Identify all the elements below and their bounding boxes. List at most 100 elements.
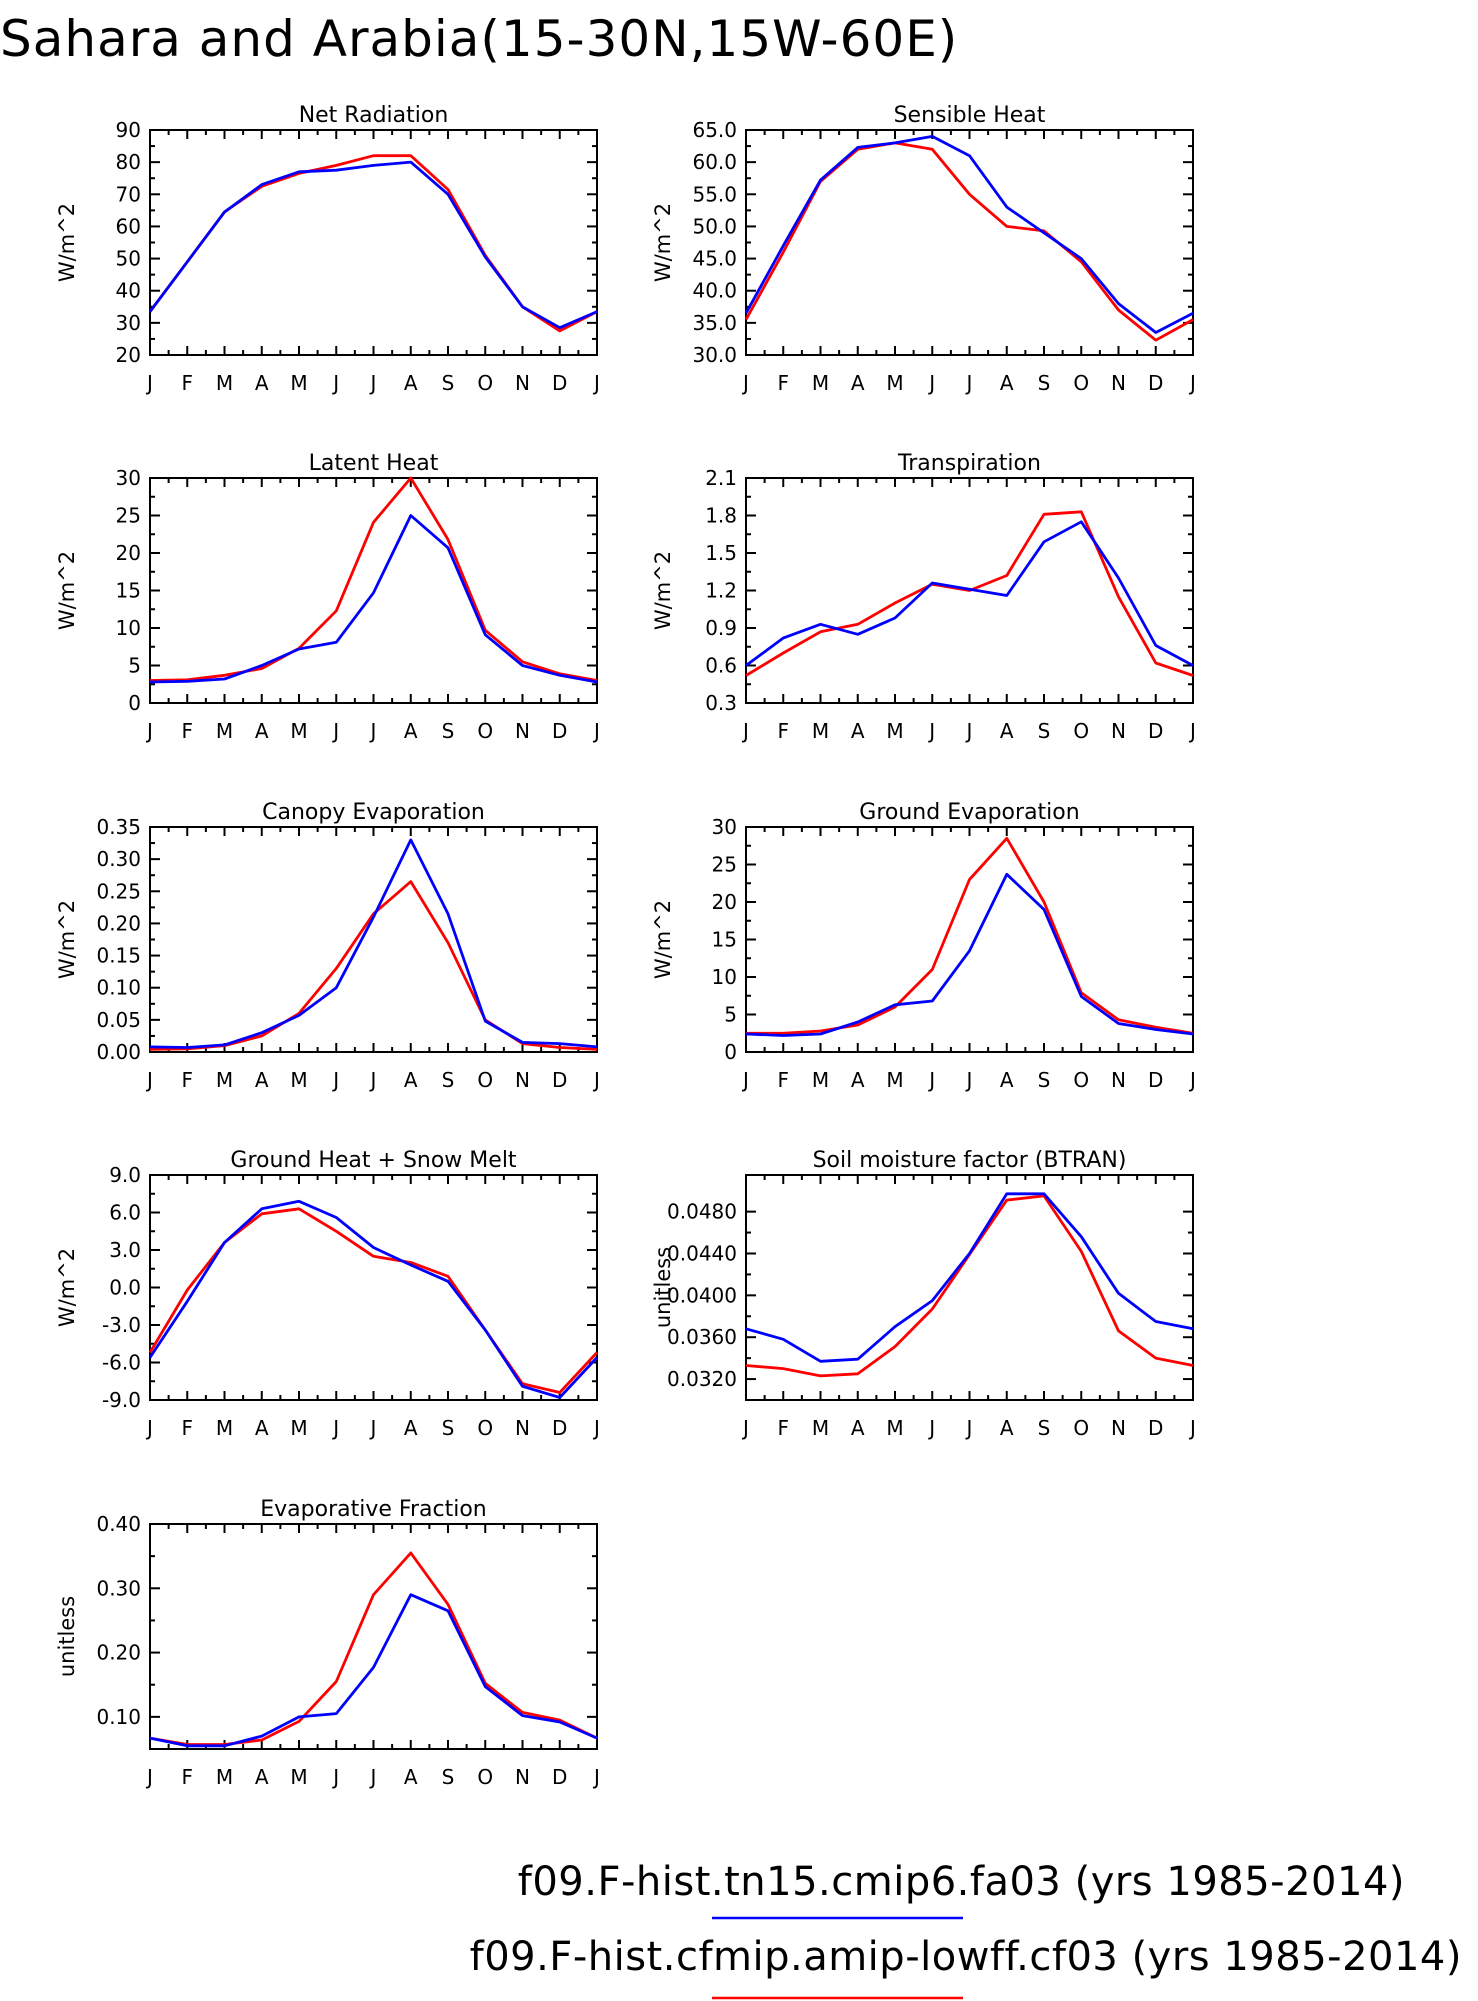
y-tick-label: 0.0440 bbox=[667, 1241, 737, 1265]
panel-title: Sensible Heat bbox=[894, 103, 1046, 128]
y-tick-label: 9.0 bbox=[109, 1163, 141, 1187]
x-tick-label: A bbox=[851, 719, 865, 743]
x-tick-label: M bbox=[216, 1068, 233, 1092]
x-tick-label: J bbox=[1188, 1416, 1196, 1440]
x-tick-label: O bbox=[1073, 371, 1089, 395]
x-tick-label: A bbox=[404, 371, 418, 395]
x-tick-label: O bbox=[477, 371, 493, 395]
x-tick-label: S bbox=[442, 1068, 455, 1092]
x-tick-label: M bbox=[290, 371, 307, 395]
x-tick-label: D bbox=[552, 1416, 567, 1440]
x-tick-label: J bbox=[592, 719, 600, 743]
y-tick-label: 30 bbox=[116, 466, 141, 490]
x-tick-label: A bbox=[404, 1416, 418, 1440]
y-tick-label: 10 bbox=[712, 965, 737, 989]
panel-title: Canopy Evaporation bbox=[262, 800, 485, 825]
x-tick-label: M bbox=[290, 1068, 307, 1092]
series-line-blue bbox=[744, 134, 1194, 334]
x-tick-label: S bbox=[1038, 1068, 1051, 1092]
series-line-blue bbox=[148, 160, 598, 330]
series-line-blue bbox=[149, 838, 598, 1049]
x-tick-label: J bbox=[331, 719, 339, 743]
x-tick-label: J bbox=[369, 1416, 377, 1440]
x-tick-label: A bbox=[851, 371, 865, 395]
plot-frame bbox=[149, 129, 598, 356]
x-tick-label: F bbox=[181, 1765, 193, 1789]
x-tick-label: J bbox=[1188, 1068, 1196, 1092]
x-tick-label: A bbox=[1000, 719, 1014, 743]
x-tick-label: N bbox=[515, 719, 530, 743]
y-tick-label: 0.0 bbox=[109, 1276, 141, 1300]
y-tick-label: 0.0320 bbox=[667, 1367, 737, 1391]
x-tick-label: J bbox=[592, 371, 600, 395]
plot-frame bbox=[745, 826, 1194, 1053]
plot-frame bbox=[745, 129, 1194, 356]
figure-title: Sahara and Arabia(15-30N,15W-60E) bbox=[0, 10, 958, 68]
x-tick-label: M bbox=[290, 1765, 307, 1789]
x-tick-label: F bbox=[777, 371, 789, 395]
y-tick-label: 1.8 bbox=[705, 504, 737, 528]
y-tick-label: 3.0 bbox=[109, 1238, 141, 1262]
x-tick-label: J bbox=[592, 1068, 600, 1092]
y-tick-label: 5 bbox=[128, 654, 141, 678]
y-axis-label: W/m^2 bbox=[55, 900, 79, 979]
x-tick-label: S bbox=[442, 371, 455, 395]
x-tick-label: J bbox=[741, 1068, 749, 1092]
x-tick-label: A bbox=[255, 1765, 269, 1789]
x-tick-label: J bbox=[741, 1416, 749, 1440]
y-tick-label: -6.0 bbox=[102, 1351, 141, 1375]
legend-entry-label: f09.F-hist.cfmip.amip-lowff.cf03 (yrs 19… bbox=[470, 1934, 1462, 1980]
x-tick-label: J bbox=[331, 1416, 339, 1440]
x-tick-label: J bbox=[369, 371, 377, 395]
x-tick-label: J bbox=[927, 1068, 935, 1092]
panel-title: Soil moisture factor (BTRAN) bbox=[813, 1148, 1127, 1173]
y-tick-label: 0.30 bbox=[96, 847, 141, 871]
x-tick-label: J bbox=[1188, 371, 1196, 395]
y-tick-label: 0.10 bbox=[96, 1705, 141, 1729]
y-tick-label: 20 bbox=[116, 541, 141, 565]
x-tick-label: M bbox=[812, 1416, 829, 1440]
y-tick-label: 20 bbox=[116, 343, 141, 367]
x-tick-label: D bbox=[1148, 1416, 1163, 1440]
x-tick-label: D bbox=[1148, 371, 1163, 395]
y-tick-label: 70 bbox=[116, 182, 141, 206]
y-tick-label: -9.0 bbox=[102, 1388, 141, 1412]
x-tick-label: J bbox=[741, 719, 749, 743]
y-tick-label: 30 bbox=[712, 815, 737, 839]
y-axis-label: W/m^2 bbox=[651, 900, 675, 979]
y-tick-label: 20 bbox=[712, 890, 737, 914]
x-tick-label: A bbox=[255, 1068, 269, 1092]
y-tick-label: 80 bbox=[116, 150, 141, 174]
series-line-blue bbox=[148, 1199, 599, 1399]
x-tick-label: J bbox=[592, 1765, 600, 1789]
y-tick-label: 0.30 bbox=[96, 1576, 141, 1600]
x-tick-label: A bbox=[255, 1416, 269, 1440]
y-axis-label: W/m^2 bbox=[651, 203, 675, 282]
y-tick-label: 0.0360 bbox=[667, 1325, 737, 1349]
y-tick-label: 30 bbox=[116, 311, 141, 335]
x-tick-label: S bbox=[1038, 719, 1051, 743]
y-tick-label: 0 bbox=[128, 691, 141, 715]
y-axis-label: W/m^2 bbox=[55, 1248, 79, 1327]
y-tick-label: 50 bbox=[116, 247, 141, 271]
y-tick-label: 0.6 bbox=[705, 654, 737, 678]
y-tick-label: 90 bbox=[116, 118, 141, 142]
y-tick-label: 25 bbox=[712, 853, 737, 877]
series-line-blue bbox=[745, 1192, 1194, 1363]
plot-frame bbox=[149, 826, 598, 1053]
x-tick-label: O bbox=[477, 1068, 493, 1092]
x-tick-label: M bbox=[886, 1416, 903, 1440]
x-tick-label: F bbox=[777, 1416, 789, 1440]
x-tick-label: D bbox=[552, 371, 567, 395]
y-tick-label: -3.0 bbox=[102, 1313, 141, 1337]
y-tick-label: 6.0 bbox=[109, 1201, 141, 1225]
panel-title: Net Radiation bbox=[299, 103, 449, 128]
x-tick-label: N bbox=[515, 1068, 530, 1092]
x-tick-label: O bbox=[1073, 1068, 1089, 1092]
